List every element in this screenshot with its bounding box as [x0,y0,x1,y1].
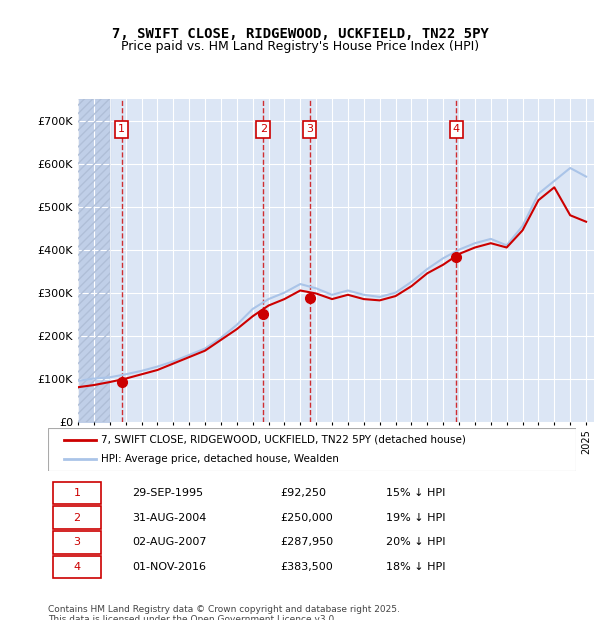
Text: 20% ↓ HPI: 20% ↓ HPI [386,538,445,547]
Text: £92,250: £92,250 [280,488,326,498]
FancyBboxPatch shape [48,428,576,471]
Text: HPI: Average price, detached house, Wealden: HPI: Average price, detached house, Weal… [101,454,338,464]
Text: 1: 1 [118,124,125,135]
Text: 02-AUG-2007: 02-AUG-2007 [133,538,207,547]
FancyBboxPatch shape [53,556,101,578]
Text: £250,000: £250,000 [280,513,333,523]
FancyBboxPatch shape [53,507,101,529]
Text: 4: 4 [453,124,460,135]
FancyBboxPatch shape [53,482,101,504]
Text: 3: 3 [306,124,313,135]
Text: 7, SWIFT CLOSE, RIDGEWOOD, UCKFIELD, TN22 5PY (detached house): 7, SWIFT CLOSE, RIDGEWOOD, UCKFIELD, TN2… [101,435,466,445]
Text: 4: 4 [73,562,80,572]
Text: 29-SEP-1995: 29-SEP-1995 [133,488,203,498]
Text: 01-NOV-2016: 01-NOV-2016 [133,562,206,572]
Text: Price paid vs. HM Land Registry's House Price Index (HPI): Price paid vs. HM Land Registry's House … [121,40,479,53]
Text: 1: 1 [74,488,80,498]
FancyBboxPatch shape [53,531,101,554]
Text: 31-AUG-2004: 31-AUG-2004 [133,513,207,523]
Text: £383,500: £383,500 [280,562,333,572]
Text: Contains HM Land Registry data © Crown copyright and database right 2025.
This d: Contains HM Land Registry data © Crown c… [48,604,400,620]
Text: 3: 3 [74,538,80,547]
Text: 19% ↓ HPI: 19% ↓ HPI [386,513,445,523]
Text: 2: 2 [73,513,80,523]
Text: 7, SWIFT CLOSE, RIDGEWOOD, UCKFIELD, TN22 5PY: 7, SWIFT CLOSE, RIDGEWOOD, UCKFIELD, TN2… [112,27,488,41]
Text: 15% ↓ HPI: 15% ↓ HPI [386,488,445,498]
Text: 18% ↓ HPI: 18% ↓ HPI [386,562,445,572]
Text: 2: 2 [260,124,267,135]
Text: £287,950: £287,950 [280,538,334,547]
